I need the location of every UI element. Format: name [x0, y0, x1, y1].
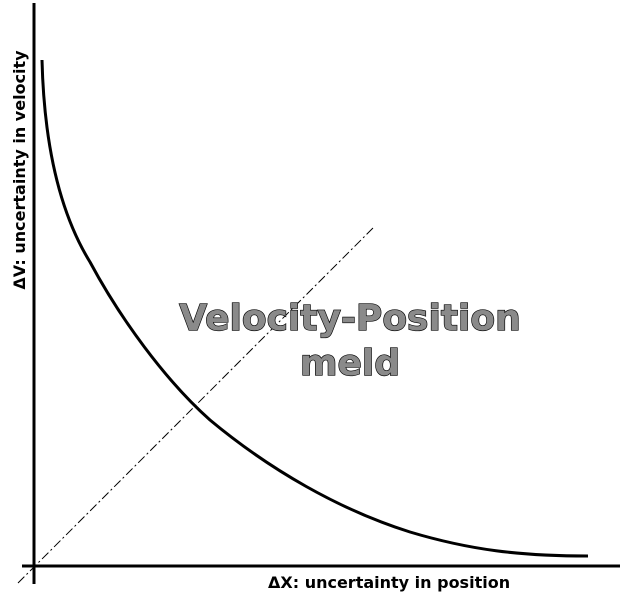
center-label-line1: Velocity-Position: [179, 298, 520, 339]
center-label-line2: meld: [300, 343, 400, 384]
y-axis-label: ΔV: uncertainty in velocity: [10, 50, 29, 290]
uncertainty-curve: [40, 59, 589, 558]
x-axis-label: ΔX: uncertainty in position: [268, 573, 510, 592]
